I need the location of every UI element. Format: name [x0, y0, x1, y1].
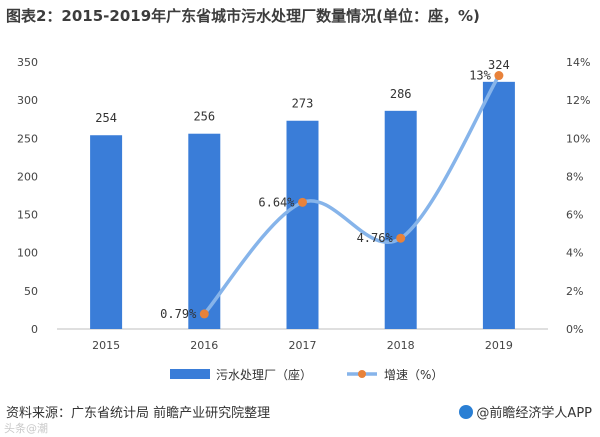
growth-line	[202, 74, 501, 316]
y-right-tick-label: 6%	[566, 209, 583, 222]
y-right-tick-label: 8%	[566, 170, 583, 183]
bar	[384, 110, 417, 329]
y-left-tick-label: 0	[31, 323, 38, 336]
growth-value-label: 13%	[469, 69, 491, 83]
y-left-tick-label: 300	[17, 94, 38, 107]
legend: 污水处理厂（座） 增速（%）	[170, 367, 443, 382]
brand-logo-icon	[459, 405, 474, 419]
axes: 0 50 100 150 200 250 300 350 0% 2% 4% 6% 8% 10% 12% 14%…	[17, 56, 590, 352]
bar	[188, 133, 221, 329]
x-tick-label: 2015	[92, 339, 120, 352]
y-left-tick-label: 50	[24, 285, 38, 298]
bar	[90, 135, 123, 329]
y-right-tick-label: 2%	[566, 285, 583, 298]
bar-value-label: 286	[390, 87, 412, 101]
chart-title: 图表2：2015-2019年广东省城市污水处理厂数量情况(单位：座，%)	[6, 7, 480, 25]
bar-series: 254 256 273 286 324	[90, 58, 515, 330]
x-tick-label: 2017	[289, 339, 317, 352]
bar-value-label: 256	[193, 110, 215, 124]
growth-point	[199, 309, 209, 319]
growth-value-label: 0.79%	[160, 307, 197, 321]
growth-point	[494, 71, 504, 81]
bar-value-label: 254	[95, 111, 117, 125]
x-tick-label: 2019	[485, 339, 513, 352]
legend-bar-swatch	[170, 369, 210, 379]
legend-marker-icon	[358, 370, 366, 378]
legend-bar-label: 污水处理厂（座）	[216, 367, 312, 382]
y-left-tick-label: 200	[17, 170, 38, 183]
bar	[482, 81, 515, 329]
bar	[286, 120, 319, 330]
bar-value-label: 324	[488, 58, 510, 72]
brand-label: @前瞻经济学人APP	[459, 402, 592, 421]
y-left-tick-label: 350	[17, 56, 38, 69]
watermark: 头条@潮	[4, 422, 48, 435]
y-right-tick-label: 12%	[566, 94, 590, 107]
source-note: 资料来源：广东省统计局 前瞻产业研究院整理	[6, 406, 271, 421]
growth-point	[396, 233, 406, 243]
y-left-tick-label: 150	[17, 209, 38, 222]
x-tick-label: 2016	[190, 339, 218, 352]
growth-value-label: 4.76%	[357, 231, 394, 245]
bar-value-label: 273	[292, 97, 314, 111]
y-right-tick-label: 0%	[566, 323, 583, 336]
y-right-tick-label: 10%	[566, 132, 590, 145]
y-left-tick-label: 250	[17, 132, 38, 145]
growth-value-label: 6.64%	[258, 195, 295, 209]
legend-line-label: 增速（%）	[384, 368, 443, 382]
x-tick-label: 2018	[387, 339, 415, 352]
y-right-tick-label: 4%	[566, 247, 583, 260]
line-series: 0.79% 6.64% 4.76% 13%	[160, 69, 504, 321]
y-right-tick-label: 14%	[566, 56, 590, 69]
brand-text: @前瞻经济学人APP	[476, 406, 592, 421]
y-left-tick-label: 100	[17, 247, 38, 260]
growth-point	[298, 197, 307, 207]
